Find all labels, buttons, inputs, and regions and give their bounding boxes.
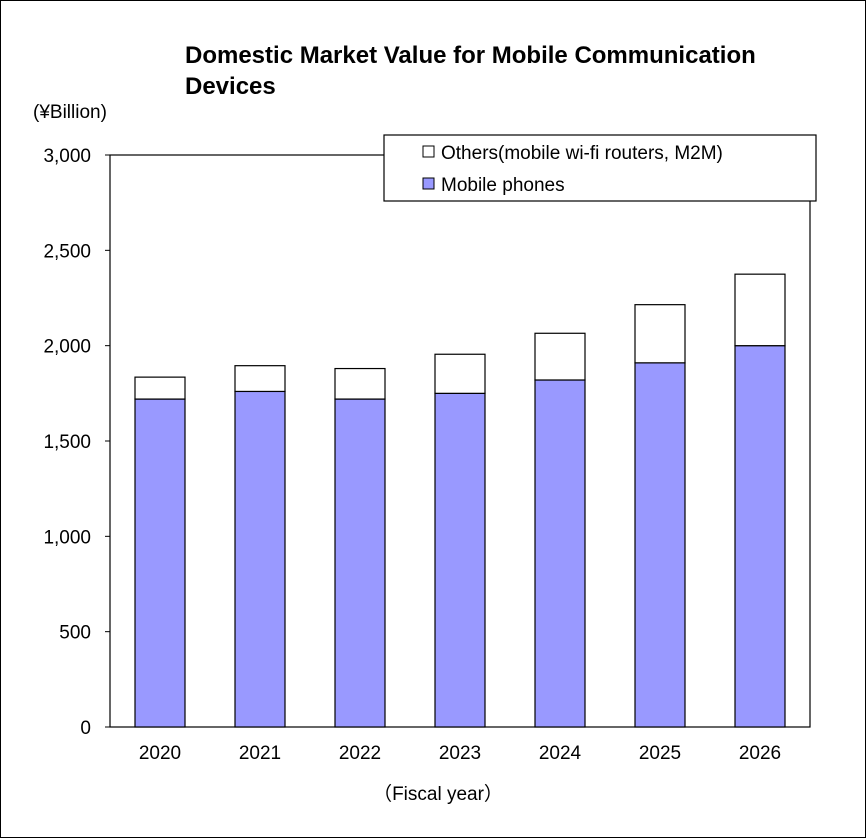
x-tick-label: 2020 (139, 743, 181, 764)
bar-mobile-phones-2020 (134, 398, 186, 728)
bar-mobile-phones-2025 (634, 362, 686, 728)
bar-mobile-phones-2021 (234, 390, 286, 728)
y-axis-label: (¥Billion) (33, 102, 107, 123)
legend: Others(mobile wi-fi routers, M2M) Mobile… (383, 134, 817, 202)
legend-label-others: Others(mobile wi-fi routers, M2M) (441, 143, 723, 164)
y-axis-ticks: 0 500 1,000 1,500 2,000 2,500 3,000 (43, 146, 110, 739)
x-tick-label: 2024 (539, 743, 582, 764)
legend-swatch-others (422, 145, 435, 158)
y-tick-label: 1,500 (43, 432, 91, 453)
y-tick-label: 1,000 (43, 527, 91, 548)
x-tick-label: 2025 (639, 743, 681, 764)
bar-others-2020 (134, 376, 186, 400)
x-tick-label: 2021 (239, 743, 281, 764)
bar-mobile-phones-2023 (434, 392, 486, 728)
bars (134, 273, 786, 728)
y-tick-label: 0 (80, 718, 91, 739)
bar-others-2022 (334, 367, 386, 400)
legend-swatch-mobile-phones (422, 177, 435, 190)
bar-others-2025 (634, 304, 686, 364)
x-axis-ticks: 2020 2021 2022 2023 2024 2025 2026 (139, 743, 781, 764)
bar-mobile-phones-2026 (734, 345, 786, 728)
y-tick-label: 3,000 (43, 146, 91, 167)
bar-others-2024 (534, 332, 586, 381)
y-tick-label: 2,500 (43, 241, 91, 262)
bar-others-2023 (434, 353, 486, 394)
x-tick-label: 2022 (339, 743, 381, 764)
bar-mobile-phones-2024 (534, 379, 586, 728)
x-tick-label: 2023 (439, 743, 481, 764)
legend-label-mobile-phones: Mobile phones (441, 175, 565, 196)
bar-mobile-phones-2022 (334, 398, 386, 728)
bar-others-2021 (234, 365, 286, 393)
legend-box (383, 134, 817, 202)
bar-others-2026 (734, 273, 786, 347)
x-tick-label: 2026 (739, 743, 781, 764)
y-tick-label: 500 (59, 623, 91, 644)
x-axis-label: （Fiscal year） (373, 783, 503, 805)
y-tick-label: 2,000 (43, 337, 91, 358)
chart-title-line-2: Devices (185, 73, 276, 100)
chart-title-line-1: Domestic Market Value for Mobile Communi… (185, 42, 756, 69)
